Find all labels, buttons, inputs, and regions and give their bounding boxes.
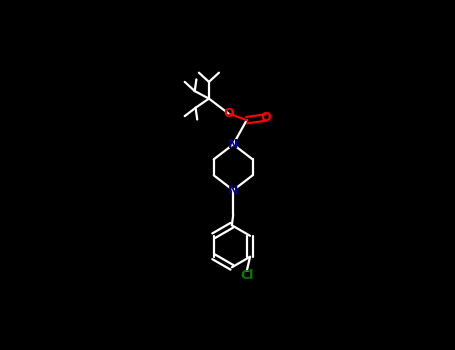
Text: N: N	[228, 138, 238, 151]
Text: O: O	[223, 107, 234, 120]
Text: Cl: Cl	[240, 269, 253, 282]
Text: O: O	[261, 111, 271, 124]
Text: N: N	[228, 184, 238, 197]
